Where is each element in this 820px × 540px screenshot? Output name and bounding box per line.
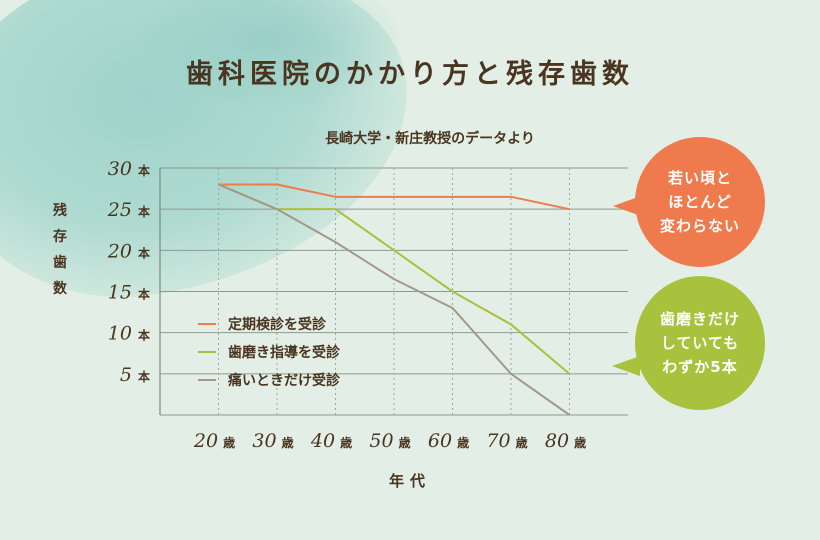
- chart-series: [218, 183, 571, 416]
- y-tick-label: 25 本: [107, 199, 150, 221]
- x-tick-label: 60 歳: [428, 430, 469, 452]
- y-tick-label: 20 本: [107, 240, 150, 262]
- chart-title: 歯科医院のかかり方と残存歯数: [186, 59, 634, 90]
- y-axis-ticks: 5 本 10 本 15 本 20 本 25 本 30 本: [107, 158, 150, 386]
- x-tick-label: 30 歳: [252, 430, 293, 452]
- x-axis-label: 年代: [388, 472, 431, 490]
- legend-label-3: 痛いときだけ受診: [227, 372, 341, 389]
- annotation-text-orange: 若い頃と ほとんど 変わらない: [659, 169, 740, 235]
- x-tick-label: 20 歳: [193, 430, 235, 452]
- background-watercolor-accent: [140, 0, 400, 110]
- x-tick-label: 70 歳: [486, 430, 527, 452]
- x-axis-ticks: 20 歳 30 歳 40 歳 50 歳 60 歳 70 歳 80 歳: [193, 430, 586, 452]
- x-tick-label: 40 歳: [310, 430, 352, 452]
- legend-label-2: 歯磨き指導を受診: [228, 344, 341, 361]
- y-axis-label: 残存歯数: [53, 203, 67, 297]
- annotation-text-green: 歯磨きだけ していても わずか5本: [659, 310, 740, 376]
- annotation-bubble-orange: 若い頃と ほとんど 変わらない: [635, 137, 765, 267]
- annotation-orange-pointer: [613, 196, 641, 216]
- y-tick-label: 30 本: [108, 158, 150, 180]
- y-tick-label: 15 本: [108, 282, 150, 304]
- x-tick-label: 50 歳: [369, 430, 410, 452]
- y-tick-label: 10 本: [108, 323, 150, 345]
- annotation-green-pointer: [612, 356, 640, 376]
- series-line-1: [218, 183, 570, 211]
- legend-label-1: 定期検診を受診: [228, 316, 327, 333]
- series-line-3: [218, 183, 571, 416]
- x-tick-label: 80 歳: [545, 430, 586, 452]
- annotation-bubble-green: 歯磨きだけ していても わずか5本: [635, 276, 765, 410]
- chart-subtitle: 長崎大学・新庄教授のデータより: [325, 131, 535, 147]
